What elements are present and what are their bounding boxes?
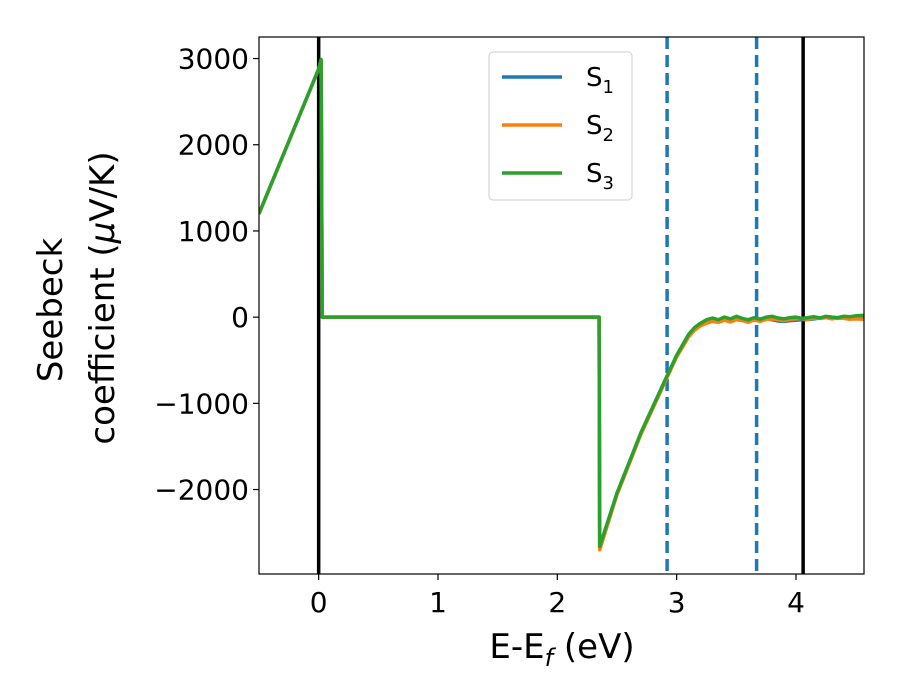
y-tick-label: 2000 <box>178 129 249 162</box>
plot-frame <box>258 36 865 575</box>
svg-text:coefficient (μV/K): coefficient (μV/K) <box>83 151 123 444</box>
x-tick-label: 0 <box>310 586 328 619</box>
x-axis-ticks: 0 1 2 3 4 <box>310 574 805 619</box>
x-tick-label: 4 <box>787 586 805 619</box>
reference-lines <box>316 37 805 574</box>
x-tick-label: 3 <box>668 586 686 619</box>
y-tick-label: −2000 <box>154 474 249 507</box>
x-tick-label: 1 <box>429 586 447 619</box>
series-lines <box>259 57 864 552</box>
y-tick-label: −1000 <box>154 387 249 420</box>
legend-label-S2: S2 <box>586 111 614 146</box>
y-tick-label: 3000 <box>178 43 249 76</box>
legend: S1 S2 S3 <box>488 51 633 201</box>
y-axis-label: Seebeck coefficient (μV/K) <box>31 151 123 444</box>
svg-text:Seebeck: Seebeck <box>31 238 71 383</box>
series-line-S3 <box>259 57 864 549</box>
y-axis-ticks: 3000 2000 1000 0 −1000 −2000 <box>154 43 259 507</box>
x-axis-label: E-Ef (eV) <box>489 627 634 672</box>
y-tick-label: 1000 <box>178 215 249 248</box>
x-tick-label: 2 <box>548 586 566 619</box>
legend-label-S3: S3 <box>586 159 614 194</box>
y-tick-label: 0 <box>231 301 249 334</box>
legend-label-S1: S1 <box>586 63 614 98</box>
